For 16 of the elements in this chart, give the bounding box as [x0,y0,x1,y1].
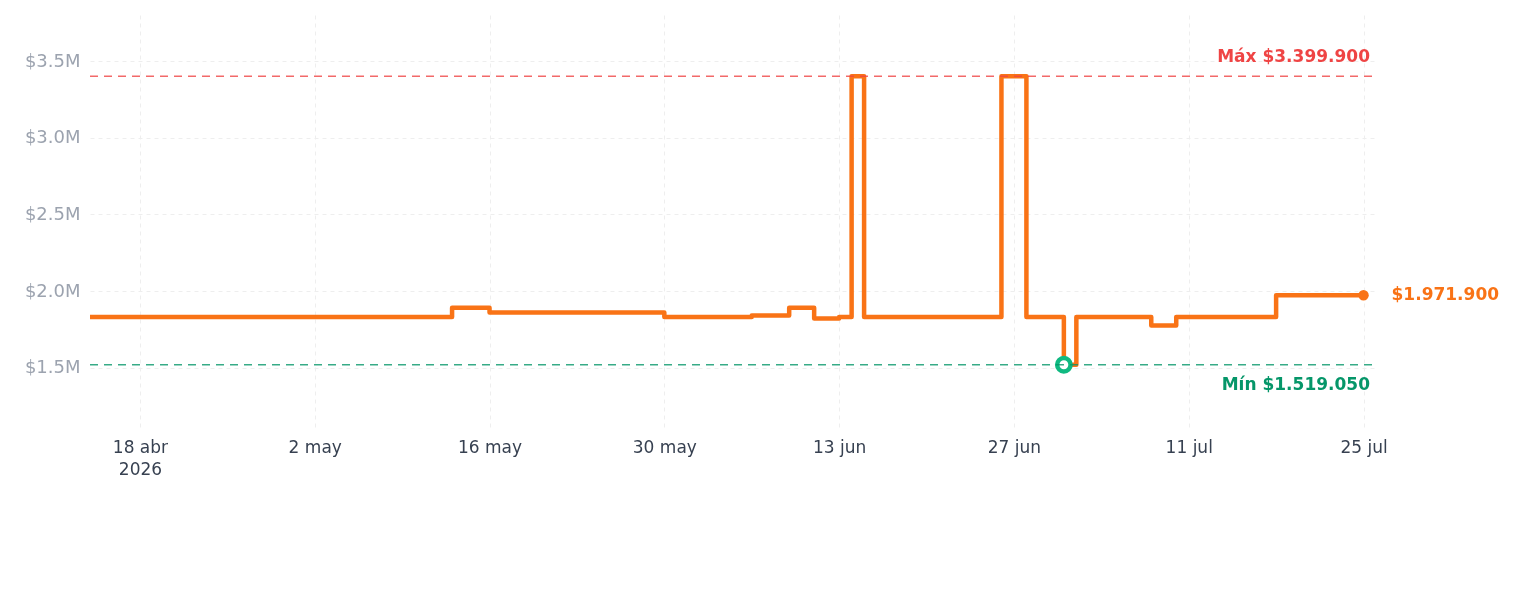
y-tick-label: $3.5M [24,49,81,71]
x-tick-label: 25 jul [1340,436,1388,457]
ref-line-label: Máx $3.399.900 [1217,46,1371,67]
x-tick-label: 18 abr 2026 [112,436,169,479]
x-tick-label: 27 jun [987,436,1042,457]
x-tick-label: 30 may [632,436,697,457]
x-tick-label: 2 may [288,436,342,457]
y-tick-label: $3.0M [24,126,81,148]
annotation: $1.971.900 [1391,284,1500,305]
y-tick-label: $2.0M [24,279,81,301]
x-tick-label: 16 may [457,436,523,457]
y-tick-label: $1.5M [24,356,81,378]
x-tick-label: 11 jul [1165,436,1213,457]
y-tick-label: $2.5M [24,202,81,224]
x-tick-label: 13 jun [812,436,867,457]
ref-line-label: Mín $1.519.050 [1221,373,1371,394]
